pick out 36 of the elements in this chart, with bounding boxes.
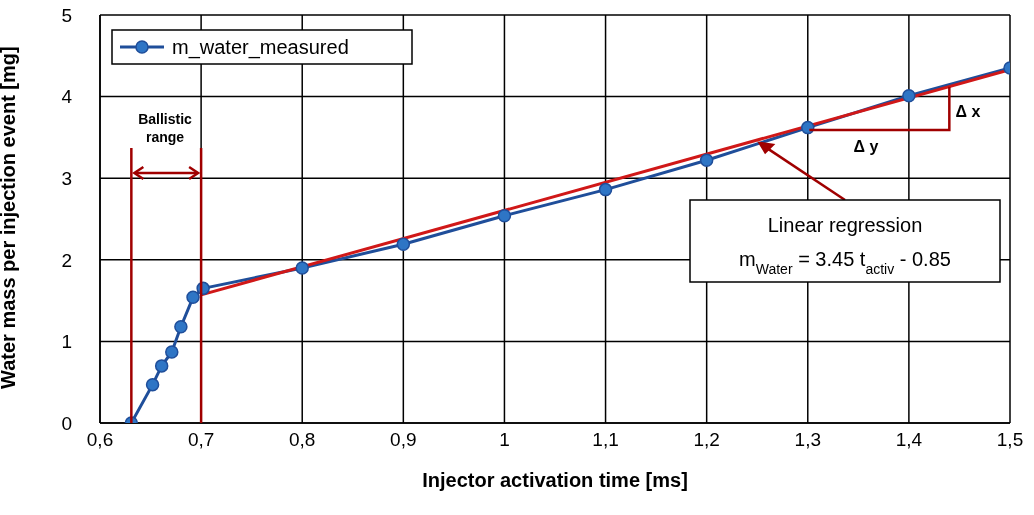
- annotation: Linear regression: [767, 214, 923, 236]
- x-tick-label: 1: [499, 429, 510, 451]
- point: [902, 89, 916, 103]
- point: [295, 261, 309, 275]
- x-tick-label: 1,5: [996, 429, 1024, 451]
- x-tick-label: 1,3: [794, 429, 821, 451]
- x-tick-label: 0,9: [390, 429, 417, 451]
- point: [598, 182, 613, 197]
- annotation: Δ x: [955, 103, 981, 120]
- y-tick-label: 5: [61, 4, 72, 26]
- x-tick-label: 0,6: [86, 429, 114, 451]
- point: [801, 120, 815, 135]
- point: [497, 208, 512, 223]
- x-tick-label: 0,8: [289, 429, 316, 451]
- x-axis-title: Injector activation time [ms]: [422, 469, 688, 491]
- annotation: Ballistic range: [138, 111, 193, 145]
- y-axis-title: Water mass per injection event [mg]: [0, 46, 20, 389]
- y-tick-label: 2: [61, 249, 72, 271]
- y-tick-label: 4: [61, 86, 73, 108]
- y-tick-label: 1: [61, 331, 72, 353]
- point: [396, 237, 411, 252]
- annotation: m$_{Water}$ = 3.45 t$_{activ}$ - 0.85: [739, 248, 951, 277]
- legend-label: m_water_measured: [172, 36, 349, 59]
- annotation: Δ y: [853, 138, 879, 155]
- x-tick-label: 1,4: [895, 429, 923, 451]
- point: [699, 153, 714, 167]
- point: [174, 319, 188, 334]
- y-tick-label: 3: [61, 167, 72, 189]
- point: [186, 290, 200, 305]
- x-tick-label: 0,7: [187, 429, 215, 451]
- x-tick-label: 1,2: [693, 429, 720, 451]
- y-tick-label: 0: [61, 412, 72, 434]
- x-tick-label: 1,1: [592, 429, 619, 451]
- point: [145, 377, 160, 392]
- point: [165, 345, 179, 359]
- point: [154, 359, 169, 373]
